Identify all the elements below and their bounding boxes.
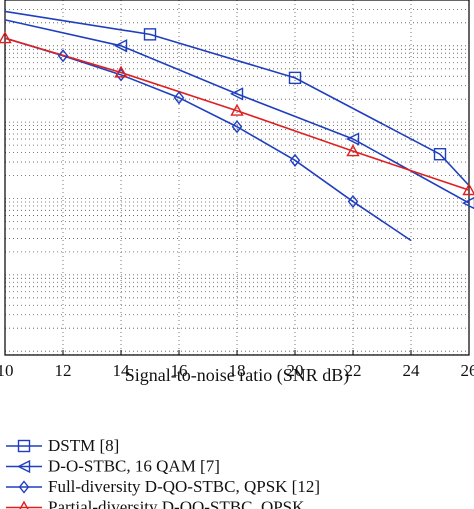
series-line-2 [5, 19, 469, 204]
legend-marker [19, 500, 29, 509]
data-point-marker [347, 194, 359, 209]
marker-layer [0, 28, 474, 210]
data-point-marker [229, 87, 244, 101]
data-point-marker [114, 65, 128, 78]
data-point-marker [143, 28, 157, 41]
legend-label: DSTM [8] [48, 436, 119, 455]
legend: DSTM [8]D-O-STBC, 16 QAM [7] Full-diversi… [6, 436, 320, 509]
legend-label: Partial-diversity D-QO-STBC, QPSK [48, 497, 305, 509]
x-tick-label: 20 [287, 361, 304, 380]
data-point-marker [230, 103, 244, 116]
legend-marker [18, 480, 30, 494]
x-tick-label: 12 [55, 361, 72, 380]
legend-marker [17, 439, 31, 453]
legend-marker [16, 459, 31, 474]
data-point-marker [461, 197, 474, 210]
x-tick-label: 10 [0, 361, 14, 380]
x-tick-label: 16 [171, 361, 188, 380]
series-line-4 [5, 37, 469, 191]
data-point-marker [113, 39, 128, 53]
data-point-marker [462, 183, 474, 196]
x-tick-label: 14 [113, 361, 131, 380]
plot-grid [5, 0, 469, 356]
x-tick-label: 26 [461, 361, 474, 380]
data-point-marker [57, 49, 69, 63]
data-point-marker [433, 148, 447, 161]
x-axis-title: Signal-to-noise ratio (SNR dB) [125, 365, 349, 386]
x-tick-label: 22 [345, 361, 362, 380]
data-point-marker [346, 144, 360, 157]
data-point-marker [173, 91, 185, 105]
legend-label: D-O-STBC, 16 QAM [7] [48, 456, 220, 475]
series-layer [5, 10, 469, 242]
data-point-marker [231, 120, 243, 134]
x-tick-label: 24 [403, 361, 421, 380]
x-tick-label: 18 [229, 361, 246, 380]
data-point-marker [345, 132, 360, 146]
data-point-marker [289, 153, 301, 167]
legend-label: Full-diversity D-QO-STBC, QPSK [12] [48, 477, 320, 496]
series-line-1 [5, 10, 469, 187]
x-tick-labels: 10 12 14 16 18 20 22 24 26 [0, 350, 474, 380]
data-point-marker [288, 71, 302, 85]
data-point-marker [0, 31, 12, 44]
